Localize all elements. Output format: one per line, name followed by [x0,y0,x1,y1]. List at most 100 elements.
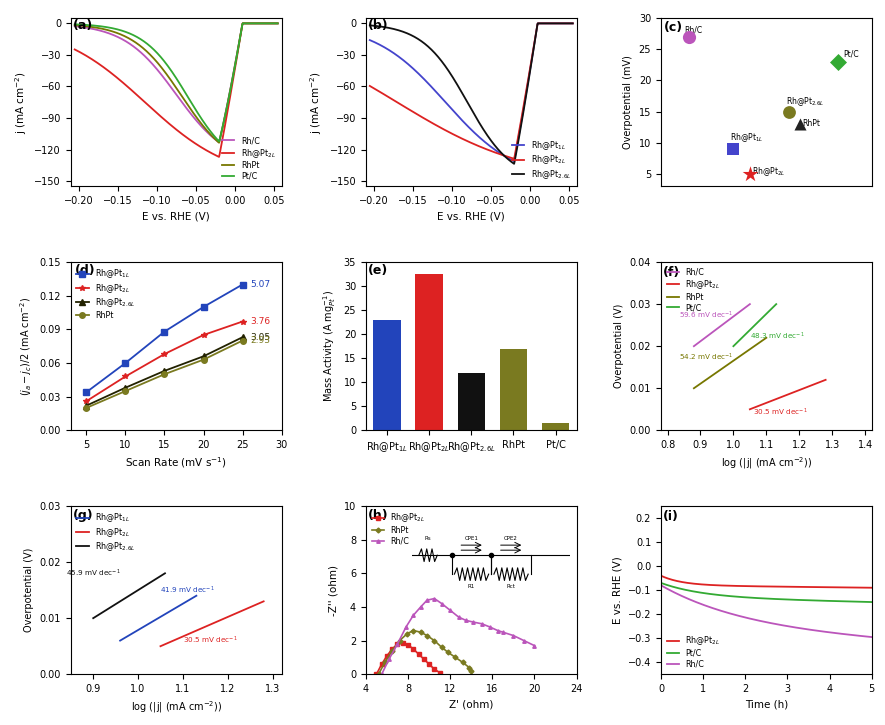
Text: RhPt: RhPt [803,119,820,128]
RhPt [421,631,432,640]
Text: 5.07: 5.07 [250,280,271,289]
Line: Rh@Pt$_{1L}$: Rh@Pt$_{1L}$ [84,282,245,395]
Text: (h): (h) [368,510,389,523]
Text: Pt/C: Pt/C [843,49,858,59]
Bar [542,423,569,431]
Rh@Pt$_{1L}$ [518,108,528,117]
Rh@Pt$_{2L}$ [159,349,170,358]
RhPt [189,110,200,119]
Pt/C [828,597,839,605]
Rh@Pt$_{2L}$ [237,19,248,28]
Rh@Pt$_{2L}$ [424,660,435,668]
Rh@Pt$_{1L}$ [237,280,248,289]
Rh/C [273,19,283,28]
Text: (i): (i) [663,510,679,523]
Rh@Pt$_{2.6L}$ [120,384,131,392]
RhPt [105,27,116,36]
RhPt [121,33,132,41]
Rh@Pt$_{2.6L}$ [500,152,511,161]
Rh@Pt$_{2L}$ [567,19,578,28]
Pt/C [161,60,172,69]
Rh@Pt$_{2L}$ [69,45,80,54]
Rh/C [401,623,412,631]
Pt/C [105,23,116,32]
Y-axis label: Mass Activity (A mg$_{Pt}^{-1}$): Mass Activity (A mg$_{Pt}^{-1}$) [321,290,338,402]
Rh/C [429,594,440,603]
Rh@Pt$_{2L}$ [161,117,172,126]
Line: Rh/C: Rh/C [380,597,536,676]
Rh@Pt$_{2L}$ [121,82,132,91]
Y-axis label: Overpotential (V): Overpotential (V) [24,548,34,632]
RhPt [81,404,92,413]
Line: Rh@Pt$_{2.6L}$: Rh@Pt$_{2.6L}$ [84,334,245,408]
Rh@Pt$_{2L}$ [198,331,209,339]
Pt/C [781,595,792,604]
Rh@Pt$_{2L}$ [371,670,381,679]
Rh@Pt$_{2L}$ [457,134,467,143]
Rh@Pt$_{1L}$ [533,19,543,28]
Rh/C [161,77,172,86]
Rh@Pt$_{2L}$ [413,650,424,658]
RhPt [237,336,248,345]
Rh@Pt$_{2.6L}$ [518,110,528,119]
Rh@Pt$_{2L}$ [417,113,427,122]
Rh/C [408,611,419,620]
Rh@Pt$_{2.6L}$ [365,21,375,30]
Legend: Rh@Pt$_{2L}$, Pt/C, Rh/C: Rh@Pt$_{2L}$, Pt/C, Rh/C [665,633,722,670]
Legend: Rh@Pt$_{1L}$, Rh@Pt$_{2L}$, Rh@Pt$_{2.6L}$: Rh@Pt$_{1L}$, Rh@Pt$_{2L}$, Rh@Pt$_{2.6L… [75,510,137,555]
RhPt [466,666,477,675]
RhPt [429,637,440,645]
Y-axis label: j (mA cm$^{-2}$): j (mA cm$^{-2}$) [13,71,29,133]
Text: (b): (b) [368,19,389,32]
Pt/C [757,594,767,602]
Rh/C [392,639,403,648]
Rh@Pt$_{2L}$ [273,19,283,28]
Rh/C [384,655,395,663]
Pt/C [237,19,248,28]
Rh/C [461,616,472,625]
Rh@Pt$_{2L}$ [419,655,429,663]
Rh@Pt$_{2L}$ [403,640,413,649]
Line: Rh/C: Rh/C [74,23,278,142]
Rh/C [770,620,781,629]
Rh/C [189,114,200,123]
Legend: Rh/C, Rh@Pt$_{2L}$, RhPt, Pt/C: Rh/C, Rh@Pt$_{2L}$, RhPt, Pt/C [220,135,278,182]
Rh/C [376,670,387,679]
Rh@Pt$_{2.6L}$ [237,333,248,341]
Legend: Rh@Pt$_{1L}$, Rh@Pt$_{2L}$, Rh@Pt$_{2.6L}$: Rh@Pt$_{1L}$, Rh@Pt$_{2L}$, Rh@Pt$_{2.6L… [511,138,573,182]
Rh@Pt$_{2L}$ [484,146,495,154]
Line: RhPt: RhPt [377,629,473,676]
Rh@Pt$_{1L}$ [159,327,170,336]
Rh/C [656,581,666,589]
Rh@Pt$_{2L}$ [866,584,877,592]
Point [781,106,796,117]
Rh@Pt$_{2L}$ [518,105,528,114]
Y-axis label: $(j_a - j_c)/2$ (mA cm$^{-2}$): $(j_a - j_c)/2$ (mA cm$^{-2}$) [19,297,34,396]
Rh@Pt$_{2L}$ [429,665,440,674]
Rh@Pt$_{2L}$ [828,583,839,592]
Y-axis label: E vs. RHE (V): E vs. RHE (V) [612,556,622,624]
Rh@Pt$_{2L}$ [81,397,92,405]
RhPt [402,629,412,638]
Rh@Pt$_{2L}$ [214,152,225,161]
Rh@Pt$_{1L}$ [509,157,519,165]
Pt/C [121,28,132,37]
Rh@Pt$_{2L}$ [397,639,408,647]
Rh@Pt$_{2L}$ [656,571,666,580]
RhPt [120,386,131,395]
X-axis label: E vs. RHE (V): E vs. RHE (V) [437,212,505,222]
Text: 59.6 mV dec$^{-1}$: 59.6 mV dec$^{-1}$ [679,310,734,321]
Rh/C [421,596,432,605]
X-axis label: Z' (ohm): Z' (ohm) [449,700,494,710]
Line: Rh@Pt$_{2L}$: Rh@Pt$_{2L}$ [84,319,245,404]
RhPt [387,647,397,655]
Line: RhPt: RhPt [74,23,278,143]
Rh/C [468,618,479,626]
Text: 54.2 mV dec$^{-1}$: 54.2 mV dec$^{-1}$ [679,352,734,363]
RhPt [380,658,390,667]
RhPt [222,98,233,107]
RhPt [436,643,447,652]
Pt/C [214,137,225,146]
Rh/C [828,629,839,637]
Pt/C [273,19,283,28]
